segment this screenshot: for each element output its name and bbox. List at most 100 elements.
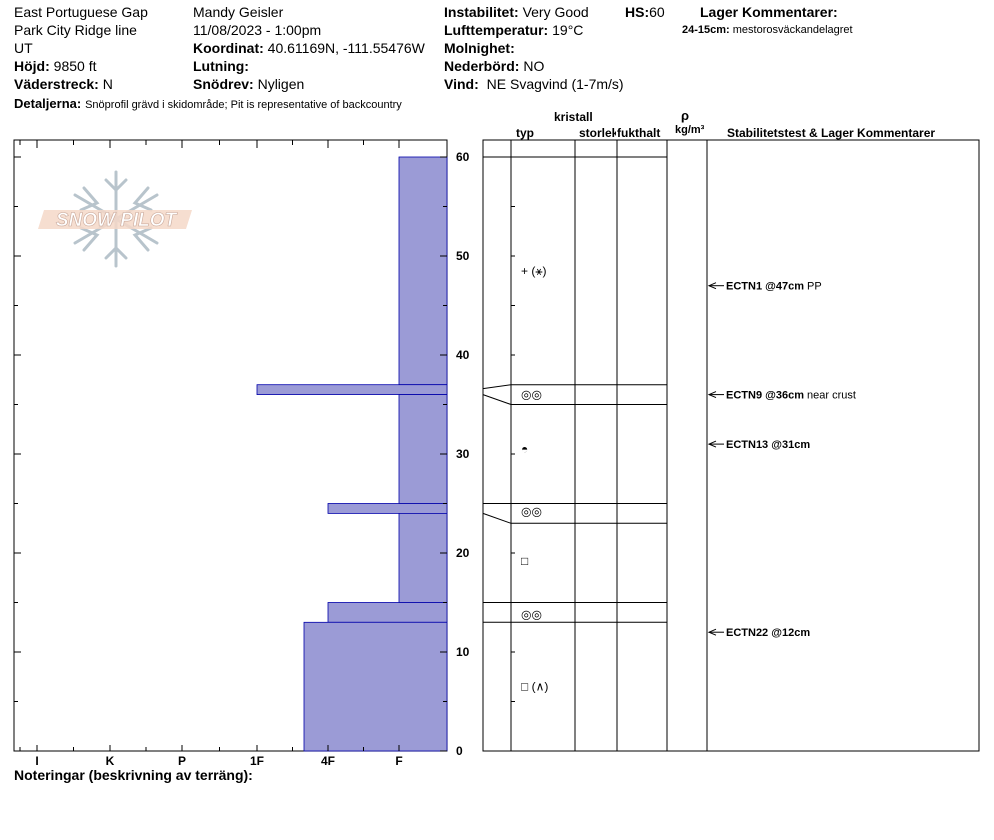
layer-comment-text: mestorosväckandelagret bbox=[732, 24, 853, 36]
precip-label: Nederbörd: bbox=[444, 58, 520, 74]
hardness-bar bbox=[398, 513, 448, 603]
test-arrow-head bbox=[707, 391, 717, 399]
slope-label: Lutning: bbox=[193, 58, 249, 74]
coord-row: Koordinat: 40.61169N, -111.55476W bbox=[193, 40, 425, 56]
hs-label: HS: bbox=[625, 4, 650, 20]
wind-label: Vind: bbox=[444, 76, 479, 92]
stability-row: Instabilitet: Very Good bbox=[444, 4, 589, 20]
grid-frame bbox=[482, 139, 980, 752]
precip-value: NO bbox=[523, 58, 545, 74]
test-label: ECTN22 @12cm bbox=[726, 627, 810, 639]
notes-label: Noteringar (beskrivning av terräng): bbox=[14, 767, 253, 783]
layer-connector bbox=[482, 384, 512, 390]
test-comment: PP bbox=[804, 281, 822, 293]
hardness-bar bbox=[256, 384, 448, 396]
elevation-value: 9850 ft bbox=[53, 58, 97, 74]
layer-comment-range: 24-15cm: bbox=[682, 24, 730, 36]
grain-type-symbol: □ (∧) bbox=[521, 680, 548, 694]
stability-value: Very Good bbox=[522, 4, 589, 20]
test-result: ECTN9 @36cm bbox=[726, 390, 804, 402]
x-tick-label: P bbox=[178, 754, 186, 768]
y-tick-label: 40 bbox=[456, 348, 470, 362]
test-label: ECTN9 @36cm near crust bbox=[726, 390, 856, 402]
column-size: storlek bbox=[579, 126, 616, 140]
location: East Portuguese Gap bbox=[14, 4, 148, 20]
layer-grid: + (⚹) ◎◎ ◓ ◎◎ □ ◎◎ □ (∧) bbox=[482, 139, 980, 752]
grain-type-symbol: + (⚹) bbox=[521, 264, 547, 278]
test-comment: near crust bbox=[804, 390, 856, 402]
column-rho: ρ bbox=[681, 108, 690, 123]
precip-row: Nederbörd: NO bbox=[444, 58, 544, 74]
sky-row: Molnighet: bbox=[444, 40, 515, 56]
details-row: Detaljerna: Snöprofil grävd i skidområde… bbox=[14, 95, 402, 113]
y-tick-label: 10 bbox=[456, 645, 470, 659]
test-label: ECTN13 @31cm bbox=[726, 439, 810, 451]
grain-type-symbol: ◎◎ bbox=[521, 504, 542, 518]
test-result: ECTN13 @31cm bbox=[726, 439, 810, 451]
hs-value: 60 bbox=[649, 4, 665, 20]
y-tick-label: 20 bbox=[456, 546, 470, 560]
hardness-bar bbox=[327, 602, 448, 623]
grain-type-symbol: ◎◎ bbox=[521, 388, 542, 402]
y-tick-label: 0 bbox=[456, 744, 463, 758]
aspect-value: N bbox=[102, 76, 113, 92]
hardness-plot: I K P 1F 4F F 0 10 20 30 40 50 60 bbox=[13, 139, 470, 768]
snowpilot-logo: SNOW PILOT bbox=[38, 170, 192, 268]
elevation-label: Höjd: bbox=[14, 58, 50, 74]
test-label: ECTN1 @47cm PP bbox=[726, 281, 822, 293]
column-type: typ bbox=[516, 126, 534, 140]
hardness-bar bbox=[303, 621, 448, 752]
x-tick-label: 1F bbox=[250, 754, 264, 768]
test-arrow-head bbox=[707, 628, 717, 636]
test-result: ECTN22 @12cm bbox=[726, 627, 810, 639]
column-tests: Stabilitetstest & Lager Kommentarer bbox=[727, 126, 936, 140]
datetime: 11/08/2023 - 1:00pm bbox=[193, 22, 322, 38]
hs-row: HS:60 bbox=[625, 4, 665, 20]
airtemp-label: Lufttemperatur: bbox=[444, 22, 549, 38]
state: UT bbox=[14, 40, 33, 56]
wind-row: Vind: NE Svagvind (1-7m/s) bbox=[444, 76, 624, 92]
column-crystal: kristall bbox=[554, 110, 593, 124]
x-tick-label: 4F bbox=[321, 754, 335, 768]
layer-connector bbox=[482, 512, 512, 524]
test-result: ECTN1 @47cm bbox=[726, 281, 804, 293]
drift-row: Snödrev: Nyligen bbox=[193, 76, 304, 92]
grain-type-symbol: ◎◎ bbox=[521, 607, 542, 621]
coord-label: Koordinat: bbox=[193, 40, 264, 56]
sky-label: Molnighet: bbox=[444, 40, 515, 56]
hardness-bar bbox=[398, 156, 448, 386]
grain-type-symbol: □ bbox=[521, 554, 528, 568]
logo-text: SNOW PILOT bbox=[56, 210, 178, 231]
x-tick-label: I bbox=[35, 754, 38, 768]
test-arrow-head bbox=[707, 440, 717, 448]
details-label: Detaljerna: bbox=[14, 96, 82, 111]
details-value: Snöprofil grävd i skidområde; Pit is rep… bbox=[85, 99, 402, 111]
airtemp-value: 19°C bbox=[552, 22, 584, 38]
airtemp-row: Lufttemperatur: 19°C bbox=[444, 22, 583, 38]
slope-row: Lutning: bbox=[193, 58, 249, 74]
y-tick-label: 30 bbox=[456, 447, 470, 461]
logo-banner bbox=[38, 210, 192, 229]
stability-label: Instabilitet: bbox=[444, 4, 519, 20]
layer-connector bbox=[482, 394, 512, 405]
aspect-row: Väderstreck: N bbox=[14, 76, 113, 92]
grain-type-symbol: ◓ bbox=[521, 442, 528, 456]
wind-value: NE Svagvind (1-7m/s) bbox=[486, 76, 624, 92]
y-tick-label: 50 bbox=[456, 249, 470, 263]
column-density-unit: kg/m³ bbox=[675, 124, 705, 136]
observer: Mandy Geisler bbox=[193, 4, 284, 20]
y-tick-label: 60 bbox=[456, 150, 470, 164]
layer-comment: 24-15cm: mestorosväckandelagret bbox=[682, 24, 853, 36]
drift-label: Snödrev: bbox=[193, 76, 254, 92]
test-arrow-head bbox=[707, 282, 717, 290]
drift-value: Nyligen bbox=[257, 76, 305, 92]
hardness-bar bbox=[327, 503, 448, 514]
coord-value: 40.61169N, -111.55476W bbox=[267, 40, 425, 56]
layer-comments-title: Lager Kommentarer: bbox=[700, 4, 838, 20]
aspect-label: Väderstreck: bbox=[14, 76, 99, 92]
elevation-row: Höjd: 9850 ft bbox=[14, 58, 96, 74]
column-moisture: fukthalt bbox=[617, 126, 661, 140]
hardness-bar bbox=[398, 394, 448, 504]
